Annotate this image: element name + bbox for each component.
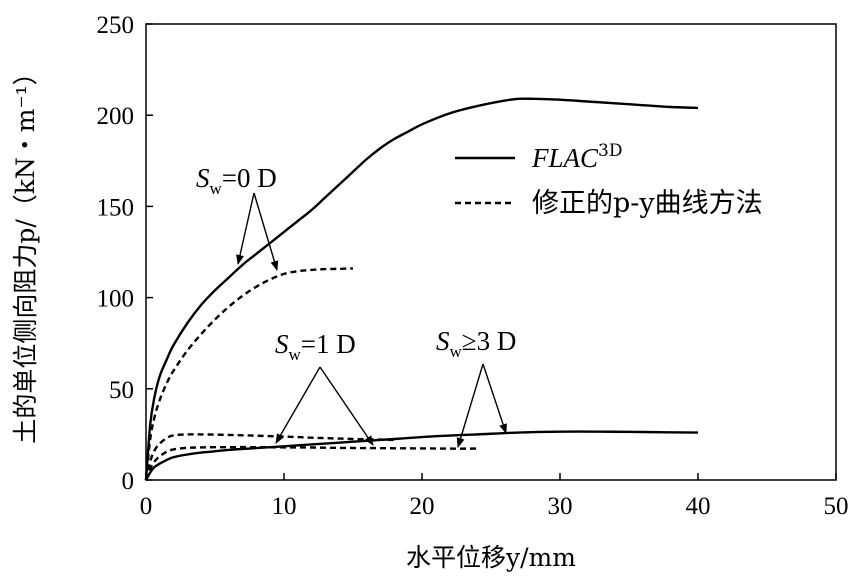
- annotation-sw0: Sw=0 D: [196, 163, 277, 198]
- y-tick-label: 100: [97, 286, 135, 313]
- x-tick-label: 20: [410, 493, 435, 520]
- annotations: Sw=0 D Sw=1 D Sw≥3 D: [196, 163, 516, 448]
- arrow-sw3-to-dashed: [456, 363, 484, 448]
- annotation-sw1: Sw=1 D: [275, 329, 356, 364]
- y-tick-label: 200: [97, 103, 135, 130]
- series-line-3: [144, 433, 395, 481]
- x-tick-label: 30: [548, 493, 573, 520]
- x-tick-label: 10: [272, 493, 297, 520]
- y-axis-label: 土的单位侧向阻力p/（kN・m⁻¹）: [11, 60, 40, 443]
- arrow-sw1-to-right: [319, 366, 374, 446]
- ticks: 0 10 20 30 40 50 0 50 100 150 200 250: [97, 12, 849, 520]
- x-tick-label: 40: [686, 493, 711, 520]
- arrow-sw0-to-flac: [236, 192, 255, 265]
- annotation-sw3: Sw≥3 D: [436, 326, 516, 361]
- arrow-sw1-to-left: [275, 366, 321, 444]
- series-line-2: [144, 430, 699, 481]
- series-group: [144, 97, 699, 481]
- arrow-sw3-to-solid: [482, 363, 507, 434]
- y-tick-label: 0: [122, 468, 135, 495]
- legend-label-modified-py: 修正的p-y曲线方法: [532, 188, 763, 219]
- x-axis-label: 水平位移y/mm: [406, 543, 576, 572]
- y-tick-label: 50: [109, 377, 134, 404]
- x-tick-label: 50: [824, 493, 849, 520]
- legend-label-flac: FLAC3D: [531, 141, 622, 173]
- series-line-4: [144, 445, 478, 481]
- legend: FLAC3D 修正的p-y曲线方法: [455, 141, 763, 219]
- x-tick-label: 0: [140, 493, 153, 520]
- plot-area: [145, 23, 837, 481]
- series-line-1: [144, 267, 354, 481]
- series-line-0: [144, 97, 699, 481]
- y-tick-label: 250: [97, 12, 135, 39]
- arrow-sw0-to-dashed: [253, 192, 279, 271]
- y-tick-label: 150: [97, 194, 135, 221]
